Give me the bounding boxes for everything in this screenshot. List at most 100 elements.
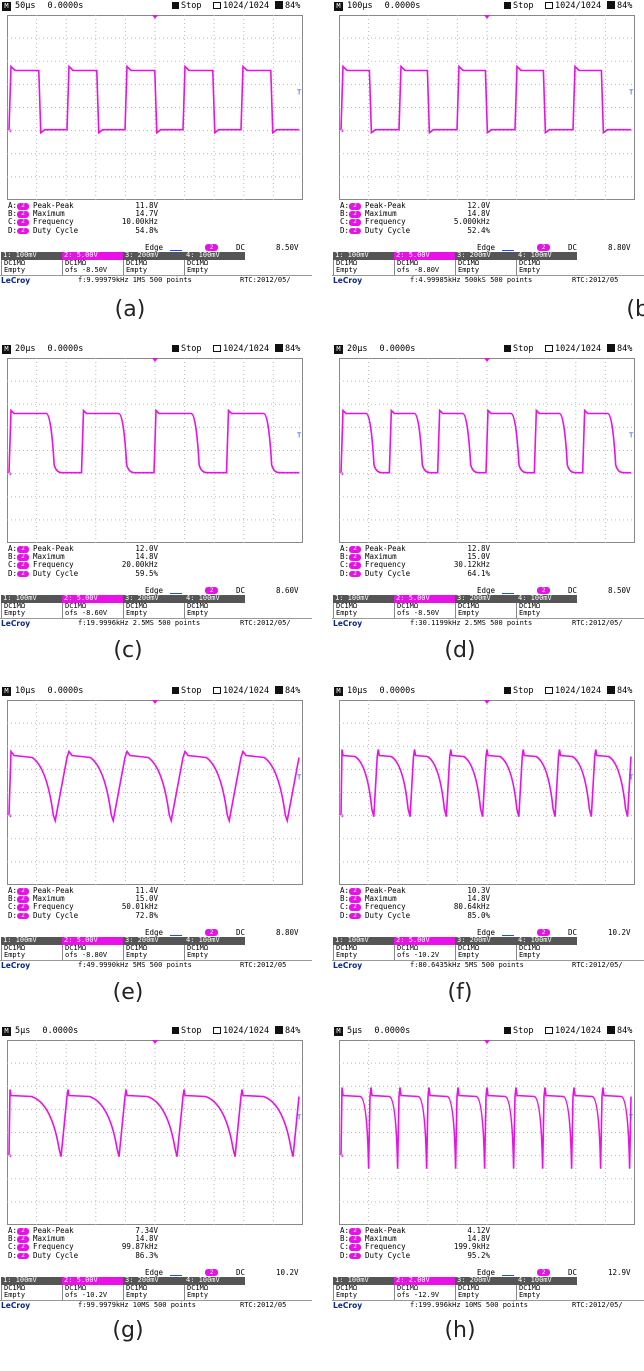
measurement-row[interactable]: C: 2 Frequency 80.64kHz <box>340 903 520 911</box>
math-menu-icon[interactable]: M <box>2 687 11 696</box>
measurement-row[interactable]: A: 2 Peak-Peak 12.8V <box>340 544 520 553</box>
measurement-row[interactable]: C: 2 Frequency 30.12kHz <box>340 561 520 569</box>
channel-1-settings[interactable]: 1: 100mV DC1MΩ Empty <box>333 594 394 618</box>
math-menu-icon[interactable]: M <box>334 2 343 11</box>
channel-1-settings[interactable]: 1: 100mV DC1MΩ Empty <box>333 1276 394 1300</box>
measurement-row[interactable]: C: 2 Frequency 50.01kHz <box>8 903 188 911</box>
channel-2-settings[interactable]: 2: 5.00V DC1MΩ ofs -8.50V <box>62 251 123 275</box>
timebase-readout[interactable]: 5µs 0.0000s <box>347 1025 410 1038</box>
trigger-settings[interactable]: Edge 2 DC 12.9V <box>332 1268 644 1277</box>
timebase-readout[interactable]: 20µs 0.0000s <box>15 343 83 356</box>
acquisition-status[interactable]: Stop <box>172 0 201 13</box>
measurement-row[interactable]: B: 2 Maximum 14.7V <box>8 209 188 218</box>
measurement-row[interactable]: A: 2 Peak-Peak 10.3V <box>340 886 520 895</box>
measurement-row[interactable]: A: 2 Peak-Peak 11.4V <box>8 886 188 895</box>
measurement-row[interactable]: C: 2 Frequency 99.87kHz <box>8 1243 188 1251</box>
trigger-time-marker[interactable] <box>484 358 490 362</box>
channel-4-settings[interactable]: 4: 100mV DC1MΩ Empty <box>184 1276 245 1300</box>
trigger-time-marker[interactable] <box>484 1040 490 1044</box>
channel-2-settings[interactable]: 2: 5.00V DC1MΩ ofs -8.50V <box>394 594 455 618</box>
channel-2-settings[interactable]: 2: 5.00V DC1MΩ ofs -8.80V <box>394 251 455 275</box>
timebase-readout[interactable]: 50µs 0.0000s <box>15 0 83 13</box>
channel-4-settings[interactable]: 4: 100mV DC1MΩ Empty <box>184 936 245 960</box>
measurement-row[interactable]: B: 2 Maximum 14.8V <box>340 209 520 218</box>
measurement-row[interactable]: D: 2 Duty Cycle 54.8% <box>8 226 188 235</box>
measurement-row[interactable]: B: 2 Maximum 15.0V <box>8 894 188 903</box>
measurement-row[interactable]: B: 2 Maximum 15.0V <box>340 552 520 561</box>
trigger-level-marker[interactable]: T <box>297 1114 302 1122</box>
timebase-readout[interactable]: 5µs 0.0000s <box>15 1025 78 1038</box>
trigger-settings[interactable]: Edge 2 DC 8.50V <box>0 243 312 252</box>
acquisition-status[interactable]: Stop <box>172 685 201 698</box>
timebase-readout[interactable]: 10µs 0.0000s <box>15 685 83 698</box>
channel-4-settings[interactable]: 4: 100mV DC1MΩ Empty <box>516 251 577 275</box>
channel-1-settings[interactable]: 1: 100mV DC1MΩ Empty <box>1 251 62 275</box>
trigger-settings[interactable]: Edge 2 DC 8.80V <box>0 928 312 937</box>
math-menu-icon[interactable]: M <box>334 345 343 354</box>
trigger-time-marker[interactable] <box>484 700 490 704</box>
measurement-row[interactable]: D: 2 Duty Cycle 59.5% <box>8 569 188 578</box>
channel-2-settings[interactable]: 2: 2.00V DC1MΩ ofs -12.9V <box>394 1276 455 1300</box>
channel-2-ground-marker[interactable]: 2 <box>339 471 345 475</box>
trigger-level-marker[interactable]: T <box>629 432 634 440</box>
channel-2-ground-marker[interactable]: 2 <box>7 128 13 132</box>
measurement-row[interactable]: B: 2 Maximum 14.8V <box>340 1234 520 1243</box>
trigger-settings[interactable]: Edge 2 DC 8.60V <box>0 586 312 595</box>
channel-4-settings[interactable]: 4: 100mV DC1MΩ Empty <box>516 594 577 618</box>
channel-4-settings[interactable]: 4: 100mV DC1MΩ Empty <box>516 1276 577 1300</box>
timebase-readout[interactable]: 20µs 0.0000s <box>347 343 415 356</box>
channel-2-ground-marker[interactable]: 2 <box>7 471 13 475</box>
trigger-settings[interactable]: Edge 2 DC 10.2V <box>332 928 644 937</box>
channel-1-settings[interactable]: 1: 100mV DC1MΩ Empty <box>1 594 62 618</box>
trigger-level-marker[interactable]: T <box>297 432 302 440</box>
channel-2-ground-marker[interactable]: 2 <box>7 1153 13 1157</box>
channel-4-settings[interactable]: 4: 100mV DC1MΩ Empty <box>184 251 245 275</box>
acquisition-status[interactable]: Stop <box>504 0 533 13</box>
math-menu-icon[interactable]: M <box>2 2 11 11</box>
trigger-level-marker[interactable]: T <box>297 774 302 782</box>
channel-1-settings[interactable]: 1: 100mV DC1MΩ Empty <box>333 251 394 275</box>
acquisition-status[interactable]: Stop <box>504 1025 533 1038</box>
channel-3-settings[interactable]: 3: 200mV DC1MΩ Empty <box>123 936 184 960</box>
measurement-row[interactable]: A: 2 Peak-Peak 11.8V <box>8 201 188 210</box>
channel-4-settings[interactable]: 4: 100mV DC1MΩ Empty <box>516 936 577 960</box>
channel-2-ground-marker[interactable]: 2 <box>339 128 345 132</box>
measurement-row[interactable]: D: 2 Duty Cycle 52.4% <box>340 226 520 235</box>
math-menu-icon[interactable]: M <box>2 345 11 354</box>
math-menu-icon[interactable]: M <box>334 1027 343 1036</box>
measurement-row[interactable]: C: 2 Frequency 20.00kHz <box>8 561 188 569</box>
trigger-level-marker[interactable]: T <box>629 774 634 782</box>
measurement-row[interactable]: B: 2 Maximum 14.8V <box>8 552 188 561</box>
channel-2-ground-marker[interactable]: 2 <box>339 1153 345 1157</box>
measurement-row[interactable]: A: 2 Peak-Peak 4.12V <box>340 1226 520 1235</box>
measurement-row[interactable]: A: 2 Peak-Peak 7.34V <box>8 1226 188 1235</box>
timebase-readout[interactable]: 100µs 0.0000s <box>347 0 420 13</box>
channel-2-ground-marker[interactable]: 2 <box>7 813 13 817</box>
channel-2-settings[interactable]: 2: 5.00V DC1MΩ ofs -10.2V <box>62 1276 123 1300</box>
trigger-level-marker[interactable]: T <box>629 89 634 97</box>
trigger-settings[interactable]: Edge 2 DC 10.2V <box>0 1268 312 1277</box>
channel-2-settings[interactable]: 2: 5.00V DC1MΩ ofs -10.2V <box>394 936 455 960</box>
math-menu-icon[interactable]: M <box>334 687 343 696</box>
channel-3-settings[interactable]: 3: 200mV DC1MΩ Empty <box>455 1276 516 1300</box>
trigger-settings[interactable]: Edge 2 DC 8.50V <box>332 586 644 595</box>
trigger-settings[interactable]: Edge 2 DC 8.80V <box>332 243 644 252</box>
channel-3-settings[interactable]: 3: 200mV DC1MΩ Empty <box>455 594 516 618</box>
measurement-row[interactable]: B: 2 Maximum 14.8V <box>340 894 520 903</box>
trigger-time-marker[interactable] <box>152 700 158 704</box>
acquisition-status[interactable]: Stop <box>504 343 533 356</box>
channel-3-settings[interactable]: 3: 200mV DC1MΩ Empty <box>123 594 184 618</box>
measurement-row[interactable]: D: 2 Duty Cycle 86.3% <box>8 1251 188 1260</box>
trigger-time-marker[interactable] <box>152 1040 158 1044</box>
trigger-level-marker[interactable]: T <box>297 89 302 97</box>
channel-3-settings[interactable]: 3: 200mV DC1MΩ Empty <box>455 251 516 275</box>
channel-1-settings[interactable]: 1: 100mV DC1MΩ Empty <box>1 1276 62 1300</box>
measurement-row[interactable]: D: 2 Duty Cycle 64.1% <box>340 569 520 578</box>
channel-2-settings[interactable]: 2: 5.00V DC1MΩ ofs -8.80V <box>62 936 123 960</box>
channel-3-settings[interactable]: 3: 200mV DC1MΩ Empty <box>123 251 184 275</box>
channel-3-settings[interactable]: 3: 200mV DC1MΩ Empty <box>123 1276 184 1300</box>
measurement-row[interactable]: C: 2 Frequency 10.00kHz <box>8 218 188 226</box>
acquisition-status[interactable]: Stop <box>504 685 533 698</box>
channel-2-ground-marker[interactable]: 2 <box>339 813 345 817</box>
trigger-time-marker[interactable] <box>484 15 490 19</box>
